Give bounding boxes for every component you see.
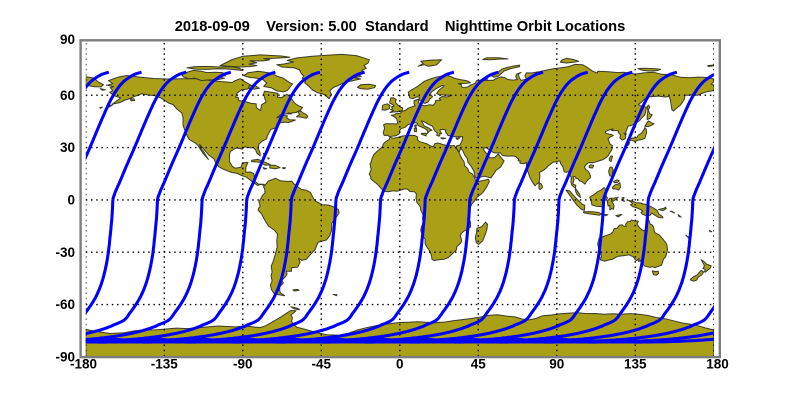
- svg-text:0: 0: [396, 357, 404, 372]
- svg-text:2018-09-09 Version: 5.00 S: 2018-09-09 Version: 5.00 Standard Nightt…: [175, 19, 626, 35]
- svg-text:45: 45: [471, 357, 487, 372]
- svg-text:0: 0: [67, 193, 75, 208]
- svg-text:-45: -45: [312, 357, 332, 372]
- svg-text:180: 180: [706, 357, 729, 372]
- svg-text:-30: -30: [55, 245, 75, 260]
- svg-text:-180: -180: [70, 357, 97, 372]
- svg-text:-60: -60: [55, 297, 75, 312]
- svg-text:90: 90: [549, 357, 564, 372]
- svg-text:-90: -90: [55, 350, 75, 365]
- svg-text:-135: -135: [151, 357, 179, 372]
- svg-text:30: 30: [60, 140, 75, 155]
- svg-text:60: 60: [60, 88, 75, 103]
- svg-text:135: 135: [624, 357, 647, 372]
- svg-text:90: 90: [60, 32, 75, 47]
- svg-text:-90: -90: [233, 357, 253, 372]
